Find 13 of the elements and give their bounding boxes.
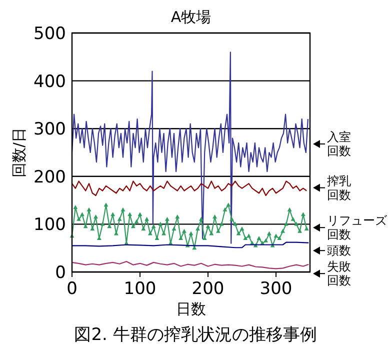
y-tick-label: 200	[34, 167, 66, 188]
x-tick-label: 100	[124, 279, 156, 299]
y-tick-label: 400	[34, 72, 66, 92]
y-tick-label: 0	[55, 263, 66, 283]
y-tick-label: 300	[34, 120, 66, 140]
y-axis-title: 回数/日	[10, 127, 28, 178]
chart-title: A牧場	[170, 8, 212, 26]
y-tick-label: 500	[34, 24, 66, 44]
x-axis-title: 日数	[176, 300, 206, 318]
x-tick-label: 200	[192, 279, 224, 299]
x-tick-label: 300	[260, 279, 292, 299]
y-tick-label: 100	[34, 215, 66, 236]
caption: 図2. 牛群の搾乳状況の推移事例	[74, 325, 317, 345]
